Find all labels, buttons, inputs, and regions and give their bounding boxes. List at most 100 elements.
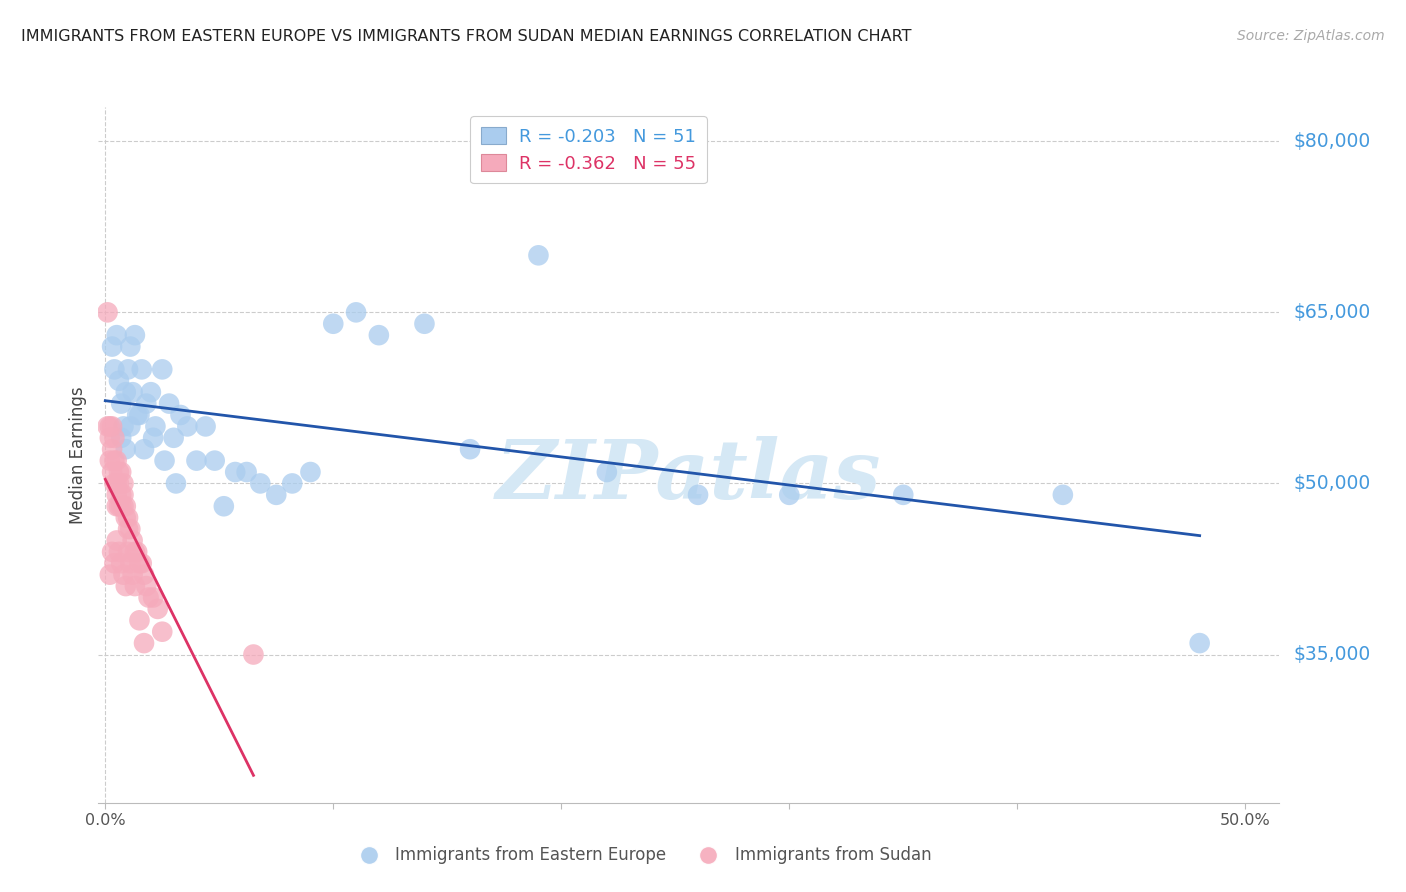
Point [108,465,131,479]
Point [150,362,173,376]
Point [108,476,131,491]
Point [142,591,165,605]
Point [112,419,135,434]
Point [135,396,157,410]
Point [121,385,143,400]
Text: ZIPatlas: ZIPatlas [496,436,882,516]
Point [98,567,121,582]
Point [891,488,914,502]
Point [112,488,135,502]
Point [135,579,157,593]
Point [112,500,135,514]
Point [120,556,142,570]
Point [112,476,135,491]
Point [596,465,619,479]
Text: $65,000: $65,000 [1294,303,1371,322]
Point [413,317,436,331]
Point [235,465,257,479]
Point [128,408,150,422]
Point [108,374,131,388]
Point [186,453,208,467]
Point [1188,636,1211,650]
Point [120,419,142,434]
Point [110,396,132,410]
Point [114,510,136,524]
Point [117,545,139,559]
Point [138,591,160,605]
Point [127,545,149,559]
Point [127,408,149,422]
Point [165,476,187,491]
Point [128,613,150,627]
Point [145,419,167,434]
Point [778,488,800,502]
Point [101,419,124,434]
Point [110,465,132,479]
Point [105,328,128,343]
Point [108,500,131,514]
Point [103,453,125,467]
Point [98,453,121,467]
Point [105,476,128,491]
Point [322,317,344,331]
Point [112,567,135,582]
Point [527,248,550,262]
Point [344,305,367,319]
Point [132,636,155,650]
Point [110,556,132,570]
Point [194,419,217,434]
Point [117,362,139,376]
Point [101,442,124,457]
Point [114,442,136,457]
Point [101,465,124,479]
Point [281,476,304,491]
Text: $50,000: $50,000 [1294,474,1371,493]
Point [117,522,139,536]
Point [128,556,150,570]
Point [299,465,322,479]
Point [110,431,132,445]
Point [142,431,165,445]
Point [132,442,155,457]
Point [204,453,226,467]
Point [131,362,153,376]
Text: $35,000: $35,000 [1294,645,1371,664]
Text: IMMIGRANTS FROM EASTERN EUROPE VS IMMIGRANTS FROM SUDAN MEDIAN EARNINGS CORRELAT: IMMIGRANTS FROM EASTERN EUROPE VS IMMIGR… [21,29,911,44]
Legend: Immigrants from Eastern Europe, Immigrants from Sudan: Immigrants from Eastern Europe, Immigran… [346,839,938,871]
Point [121,567,143,582]
Point [367,328,389,343]
Point [96,419,118,434]
Point [176,419,198,434]
Point [105,533,128,548]
Point [120,522,142,536]
Point [249,476,271,491]
Point [163,431,186,445]
Point [169,408,191,422]
Point [114,385,136,400]
Point [264,488,287,502]
Point [103,362,125,376]
Point [139,385,162,400]
Point [110,500,132,514]
Point [157,396,180,410]
Point [132,567,155,582]
Point [124,328,146,343]
Point [153,453,176,467]
Point [103,431,125,445]
Point [101,340,124,354]
Point [114,500,136,514]
Point [103,556,125,570]
Point [96,305,118,319]
Point [124,579,146,593]
Point [146,602,169,616]
Point [150,624,173,639]
Text: $80,000: $80,000 [1294,132,1371,151]
Point [686,488,709,502]
Point [98,419,121,434]
Point [242,648,264,662]
Point [108,545,131,559]
Point [121,533,143,548]
Point [114,579,136,593]
Point [98,431,121,445]
Point [103,476,125,491]
